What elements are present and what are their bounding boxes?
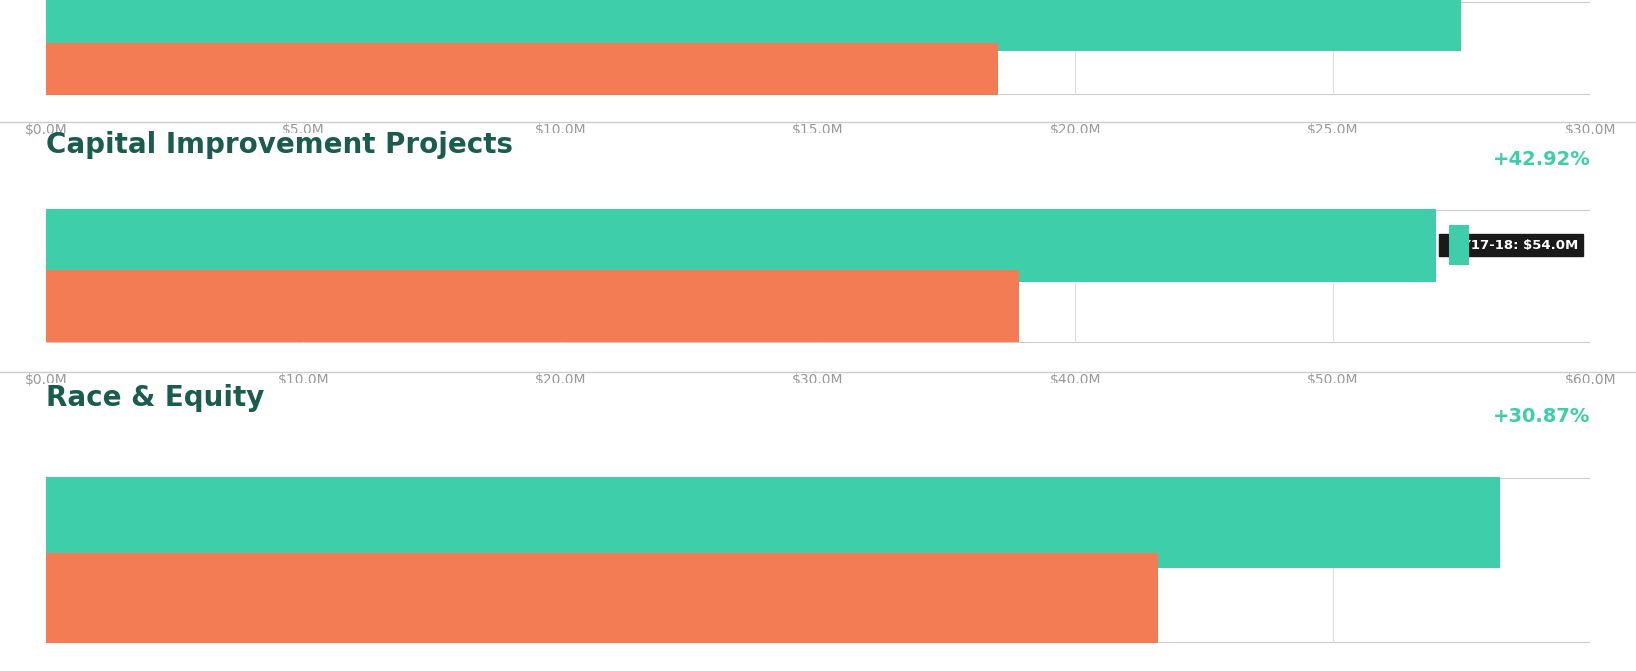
Text: Capital Improvement Projects: Capital Improvement Projects [46, 131, 512, 159]
Bar [46, 477, 1500, 568]
Bar [46, 209, 1436, 282]
Bar [46, 553, 1158, 643]
Bar [1448, 225, 1469, 265]
Bar [46, 43, 998, 95]
Text: +30.87%: +30.87% [1492, 407, 1590, 426]
Text: FY17-18: $54.0M: FY17-18: $54.0M [1443, 239, 1579, 252]
Bar [46, 0, 1461, 52]
Text: +42.92%: +42.92% [1492, 150, 1590, 169]
Text: Race & Equity: Race & Equity [46, 384, 263, 412]
Bar [46, 270, 1019, 342]
